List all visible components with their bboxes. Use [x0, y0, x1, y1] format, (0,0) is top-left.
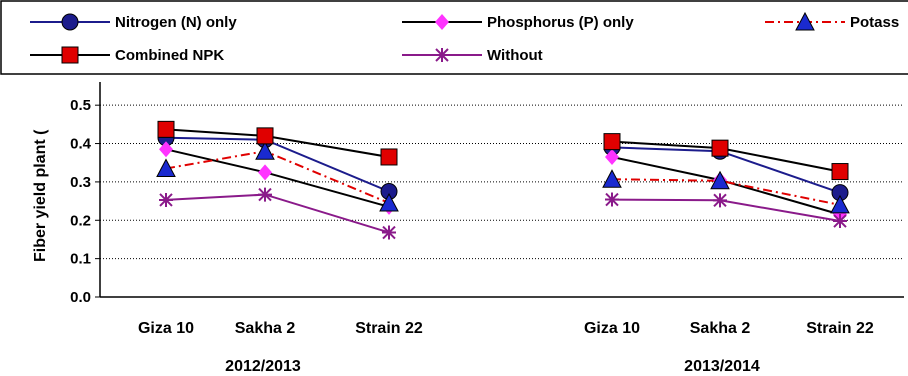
- gridlines: [100, 104, 904, 260]
- x-tick-label: Strain 22: [806, 320, 874, 337]
- legend-marker: [795, 11, 815, 31]
- data-point: [830, 194, 850, 214]
- x-tick-label: Strain 22: [355, 320, 423, 337]
- data-point: [713, 193, 727, 208]
- data-point: [159, 192, 173, 207]
- legend-box: [0, 0, 908, 75]
- data-point: [710, 170, 730, 190]
- y-axis-title: Fiber yield plant (: [32, 129, 49, 262]
- legend-label: Combined NPK: [115, 47, 224, 64]
- data-point: [831, 163, 849, 181]
- data-point: [157, 120, 175, 138]
- legend-label: Without: [487, 47, 543, 64]
- data-point: [256, 127, 274, 145]
- group-label: 2013/2014: [684, 358, 760, 375]
- legend-label: Nitrogen (N) only: [115, 14, 237, 31]
- legend-label: Phosphorus (P) only: [487, 14, 634, 31]
- data-point: [602, 169, 622, 188]
- data-point: [711, 139, 729, 157]
- data-point: [258, 164, 272, 181]
- series-line: [611, 198, 841, 222]
- y-tick-label: 0.1: [70, 251, 91, 268]
- legend-label: Potass: [850, 14, 899, 31]
- legend-marker: [435, 48, 449, 62]
- x-tick-label: Sakha 2: [235, 320, 296, 337]
- data-point: [255, 141, 275, 160]
- data-point: [379, 192, 399, 212]
- x-tick-label: Sakha 2: [690, 320, 751, 337]
- data-point: [833, 214, 847, 229]
- data-point: [605, 192, 619, 207]
- data-point: [380, 148, 398, 166]
- data-point: [258, 187, 272, 202]
- x-tick-label: Giza 10: [138, 320, 194, 337]
- axis-labels: 0.0 0.1 0.2 0.3 0.4 0.5 Giza 10 Sakha 2 Strain 2…: [70, 97, 874, 375]
- series-line: [165, 136, 390, 193]
- y-tick-label: 0.3: [70, 174, 91, 191]
- series-markers: [156, 120, 850, 240]
- y-tick-label: 0.5: [70, 97, 91, 114]
- data-point: [382, 225, 396, 240]
- y-tick-label: 0.0: [70, 289, 91, 306]
- legend-marker: [61, 13, 79, 31]
- y-tick-label: 0.4: [70, 136, 92, 153]
- x-tick-label: Giza 10: [584, 320, 640, 337]
- data-point: [605, 148, 619, 165]
- group-label: 2012/2013: [225, 358, 301, 375]
- data-point: [156, 158, 176, 177]
- series-line: [165, 193, 390, 234]
- legend-marker: [435, 14, 449, 30]
- data-point: [159, 141, 173, 158]
- axes: [95, 82, 904, 298]
- legend: Nitrogen (N) only Phosphorus (P) only Pota…: [0, 0, 908, 75]
- legend-marker: [61, 46, 79, 64]
- y-tick-label: 0.2: [70, 212, 91, 229]
- data-point: [603, 133, 621, 151]
